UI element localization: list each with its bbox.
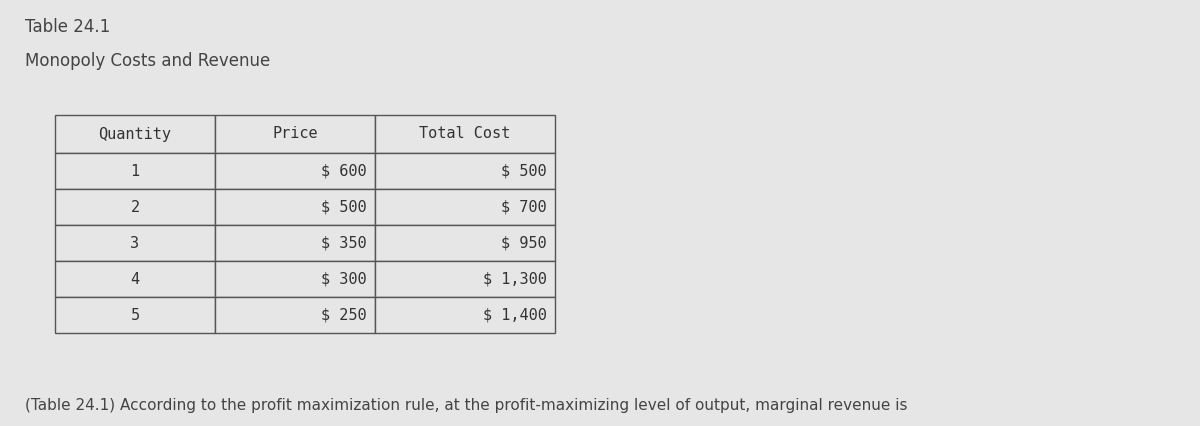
Text: $ 350: $ 350: [322, 236, 367, 250]
Bar: [215, 261, 374, 297]
Bar: [374, 297, 554, 333]
Bar: [215, 297, 374, 333]
Bar: [55, 225, 215, 261]
Bar: [55, 297, 215, 333]
Text: Total Cost: Total Cost: [419, 127, 511, 141]
Text: Table 24.1: Table 24.1: [25, 18, 110, 36]
Bar: [55, 189, 215, 225]
Bar: [374, 189, 554, 225]
Bar: [55, 115, 215, 153]
Bar: [55, 261, 215, 297]
Text: $ 950: $ 950: [502, 236, 547, 250]
Text: 5: 5: [131, 308, 139, 322]
Bar: [215, 225, 374, 261]
Text: 2: 2: [131, 199, 139, 215]
Text: 3: 3: [131, 236, 139, 250]
Text: Price: Price: [272, 127, 318, 141]
Text: $ 700: $ 700: [502, 199, 547, 215]
Text: $ 300: $ 300: [322, 271, 367, 287]
Text: $ 600: $ 600: [322, 164, 367, 178]
Text: $ 250: $ 250: [322, 308, 367, 322]
Bar: [374, 261, 554, 297]
Bar: [374, 153, 554, 189]
Text: (Table 24.1) According to the profit maximization rule, at the profit-maximizing: (Table 24.1) According to the profit max…: [25, 398, 907, 413]
Bar: [55, 153, 215, 189]
Bar: [215, 189, 374, 225]
Bar: [215, 153, 374, 189]
Text: $ 500: $ 500: [502, 164, 547, 178]
Bar: [374, 115, 554, 153]
Text: 1: 1: [131, 164, 139, 178]
Bar: [374, 225, 554, 261]
Text: 4: 4: [131, 271, 139, 287]
Text: $ 1,300: $ 1,300: [484, 271, 547, 287]
Bar: [215, 115, 374, 153]
Text: $ 500: $ 500: [322, 199, 367, 215]
Text: $ 1,400: $ 1,400: [484, 308, 547, 322]
Text: Quantity: Quantity: [98, 127, 172, 141]
Text: Monopoly Costs and Revenue: Monopoly Costs and Revenue: [25, 52, 270, 70]
